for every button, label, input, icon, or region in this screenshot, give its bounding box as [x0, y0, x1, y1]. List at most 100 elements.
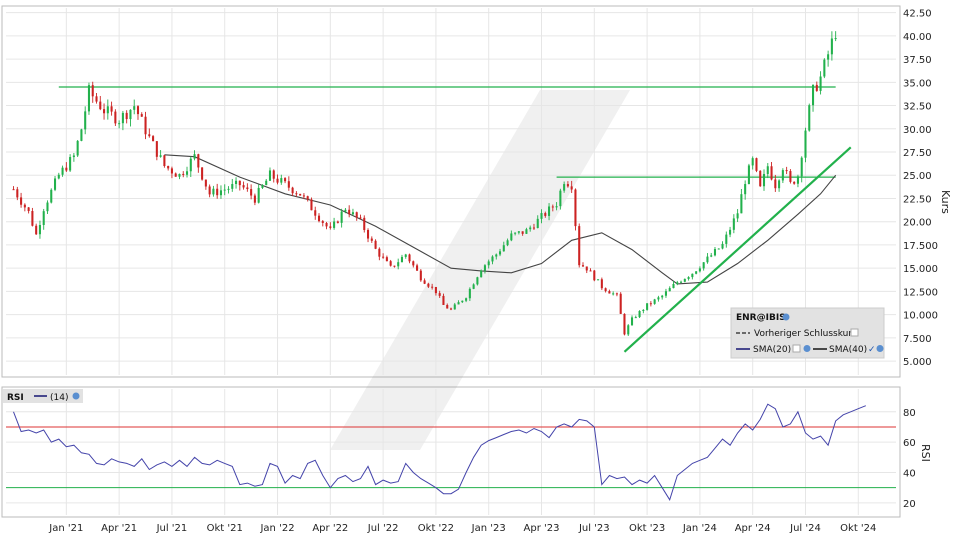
candle-body — [521, 231, 524, 234]
x-tick-label: Okt '21 — [207, 523, 243, 534]
candle-body — [725, 234, 728, 244]
candle-body — [661, 295, 664, 298]
rsi-legend-period: (14) — [50, 393, 68, 403]
candle-body — [366, 229, 370, 239]
price-y-tick-label: 22.50 — [903, 194, 932, 205]
candle-body — [340, 211, 343, 223]
candle-body — [314, 210, 317, 216]
price-candles — [12, 31, 837, 336]
candle-body — [483, 265, 486, 271]
candle-body — [453, 304, 456, 310]
candle-body — [374, 240, 377, 249]
watermark-logo — [330, 90, 630, 450]
candle-body — [778, 180, 781, 189]
candle-body — [687, 277, 690, 279]
candle-body — [84, 111, 87, 130]
candle-body — [419, 270, 422, 281]
candle-body — [397, 262, 400, 267]
candle-body — [653, 299, 656, 304]
candle-body — [461, 300, 464, 303]
price-y-tick-label: 25.00 — [903, 171, 932, 182]
candle-body — [785, 170, 788, 172]
candle-body — [291, 187, 294, 194]
candle-body — [27, 207, 30, 212]
candle-body — [336, 221, 339, 223]
rsi-y-axis-label: RSI — [919, 444, 932, 462]
candle-body — [706, 256, 709, 263]
candle-body — [664, 291, 667, 296]
candle-body — [216, 188, 219, 196]
price-y-tick-label: 7.500 — [903, 334, 932, 345]
price-y-tick-label: 42.50 — [903, 9, 932, 20]
price-y-tick-label: 5.000 — [903, 357, 932, 368]
legend-prev-close-checkbox[interactable] — [850, 328, 859, 337]
candle-body — [830, 38, 833, 55]
candle-body — [834, 38, 837, 40]
candle-body — [585, 266, 588, 271]
candle-body — [544, 213, 547, 216]
candle-body — [133, 106, 136, 110]
price-y-tick-label: 40.00 — [903, 32, 932, 43]
candle-body — [495, 254, 498, 257]
legend-sma40-settings-icon[interactable] — [876, 345, 884, 352]
x-tick-label: Apr '22 — [312, 523, 348, 534]
price-y-tick-label: 15.000 — [903, 264, 938, 275]
candle-body — [574, 189, 577, 227]
candle-body — [114, 111, 117, 124]
rsi-y-tick-label: 80 — [903, 408, 916, 419]
candle-body — [698, 268, 701, 272]
candle-body — [265, 180, 268, 186]
candle-body — [253, 195, 256, 203]
price-y-axis: 5.000 7.500 10.000 12.500 15.000 17.500 20.00 2… — [903, 9, 938, 368]
candle-body — [680, 281, 683, 283]
trend-line — [623, 146, 852, 353]
candle-body — [740, 194, 743, 214]
legend-symbol-settings-icon[interactable] — [782, 313, 790, 321]
candle-body — [536, 218, 539, 229]
candle-body — [246, 187, 249, 190]
candle-body — [551, 206, 554, 208]
price-y-tick-label: 30.00 — [903, 125, 932, 136]
candle-body — [61, 167, 64, 175]
candle-body — [163, 155, 166, 167]
x-tick-label: Apr '24 — [735, 523, 771, 534]
price-y-axis-label: Kurs — [939, 190, 952, 214]
candle-body — [438, 293, 441, 296]
rsi-y-tick-label: 60 — [903, 438, 916, 449]
candle-body — [559, 190, 562, 207]
candle-body — [578, 226, 581, 266]
candle-body — [80, 129, 83, 141]
candle-body — [729, 229, 732, 235]
rsi-gridlines — [6, 389, 896, 515]
price-y-tick-label: 35.00 — [903, 78, 932, 89]
candle-body — [766, 166, 769, 174]
candle-body — [442, 295, 445, 305]
candle-body — [106, 106, 109, 114]
candle-body — [566, 184, 569, 187]
legend-sma40-check-icon[interactable]: ✓ — [868, 345, 876, 355]
candle-body — [378, 248, 381, 257]
candle-body — [348, 209, 351, 215]
candle-body — [480, 270, 483, 278]
candle-body — [612, 293, 615, 295]
candle-body — [65, 167, 68, 171]
candle-body — [491, 256, 494, 262]
legend-sma20-settings-icon[interactable] — [803, 345, 811, 352]
candle-body — [498, 251, 502, 255]
rsi-legend-settings-icon[interactable] — [72, 392, 80, 400]
candle-body — [231, 184, 234, 189]
legend-sma20-checkbox[interactable] — [792, 344, 801, 353]
candle-body — [514, 232, 517, 234]
candle-body — [751, 158, 754, 166]
candle-body — [325, 222, 328, 227]
candle-body — [103, 109, 106, 114]
price-y-tick-label: 12.500 — [903, 287, 938, 298]
candle-body — [630, 317, 634, 326]
legend-sma40-label: SMA(40) — [829, 345, 867, 355]
candle-body — [57, 174, 60, 179]
candle-body — [476, 277, 479, 285]
candle-body — [110, 106, 113, 112]
candle-body — [351, 212, 354, 215]
